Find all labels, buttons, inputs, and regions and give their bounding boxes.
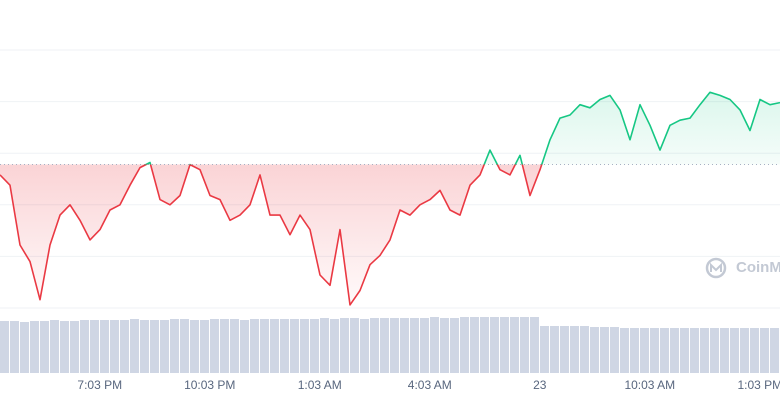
volume-bar [140, 320, 149, 373]
volume-bar [20, 322, 29, 373]
x-tick-label: 4:03 AM [408, 378, 452, 392]
volume-bar [740, 328, 749, 373]
volume-bar [600, 327, 609, 373]
volume-bar [230, 319, 239, 373]
volume-bar [630, 328, 639, 373]
volume-bar [460, 317, 469, 373]
volume-bar [190, 320, 199, 373]
volume-bar [500, 317, 509, 373]
volume-bar [560, 326, 569, 373]
volume-bar [590, 327, 599, 373]
volume-bar [450, 318, 459, 373]
volume-bar [430, 317, 439, 373]
volume-bar [120, 320, 129, 373]
x-tick-label: 7:03 PM [77, 378, 122, 392]
volume-bar [210, 319, 219, 373]
volume-bar [90, 320, 99, 373]
volume-bar [160, 320, 169, 373]
volume-bar [110, 320, 119, 373]
volume-bar [260, 319, 269, 373]
volume-bar [150, 320, 159, 373]
volume-bar [730, 328, 739, 373]
volume-bar [180, 319, 189, 373]
volume-bar [650, 328, 659, 373]
volume-bar [720, 328, 729, 373]
watermark-logo [705, 257, 727, 279]
volume-bar [30, 321, 39, 373]
volume-bar [410, 318, 419, 373]
volume-bar [680, 328, 689, 373]
volume-bar [490, 317, 499, 373]
volume-bar [360, 319, 369, 373]
x-tick-label: 1:03 AM [298, 378, 342, 392]
watermark-text: CoinMarketCap [736, 259, 780, 276]
volume-bar [470, 317, 479, 373]
volume-bar [620, 328, 629, 373]
volume-bar [220, 319, 229, 373]
volume-bar [530, 317, 539, 373]
volume-bar [60, 321, 69, 373]
volume-bar [440, 318, 449, 373]
volume-bar [250, 319, 259, 373]
volume-bar [300, 319, 309, 373]
watermark-logo-m [710, 262, 722, 272]
volume-bar [700, 328, 709, 373]
volume-bar [550, 326, 559, 373]
volume-bar [200, 320, 209, 373]
volume-bar [580, 326, 589, 373]
volume-bar [320, 318, 329, 373]
volume-bar [760, 328, 769, 373]
x-tick-label: 10:03 PM [184, 378, 235, 392]
volume-bar [330, 319, 339, 373]
volume-bar [390, 318, 399, 373]
volume-bar [40, 321, 49, 373]
volume-bar [310, 319, 319, 373]
watermark: CoinMarketCap [705, 257, 780, 279]
price-line [0, 91, 780, 306]
volume-bar [350, 318, 359, 373]
volume-bar [510, 317, 519, 373]
volume-bar [270, 319, 279, 373]
volume-bar [130, 319, 139, 373]
volume-bar [340, 318, 349, 373]
volume-bar [750, 328, 759, 373]
volume-bar [520, 317, 529, 373]
volume-bar [0, 321, 9, 373]
volume-bar [290, 319, 299, 373]
volume-bar [70, 321, 79, 373]
x-tick-label: 1:03 PM [737, 378, 780, 392]
volume-bar [610, 327, 619, 373]
volume-bar [670, 328, 679, 373]
x-tick-label: 10:03 AM [624, 378, 675, 392]
price-area [0, 92, 780, 305]
volume-bar [80, 320, 89, 373]
volume-bar [240, 320, 249, 373]
volume-bar [280, 319, 289, 373]
volume-bar [540, 326, 549, 373]
volume-bar [10, 321, 19, 373]
volume-bar [480, 317, 489, 373]
volume-bar [370, 318, 379, 373]
volume-bar [400, 318, 409, 373]
volume-bar [170, 319, 179, 373]
volume-bar [640, 328, 649, 373]
volume-bar [710, 328, 719, 373]
volume-bar [420, 318, 429, 373]
volume-bar [660, 328, 669, 373]
volume-bar [690, 328, 699, 373]
volume-bar [570, 326, 579, 373]
volume-bar [770, 328, 779, 373]
volume-bar [50, 320, 59, 373]
volume-bar [100, 320, 109, 373]
volume-bar [380, 318, 389, 373]
x-tick-label: 23 [533, 378, 547, 392]
